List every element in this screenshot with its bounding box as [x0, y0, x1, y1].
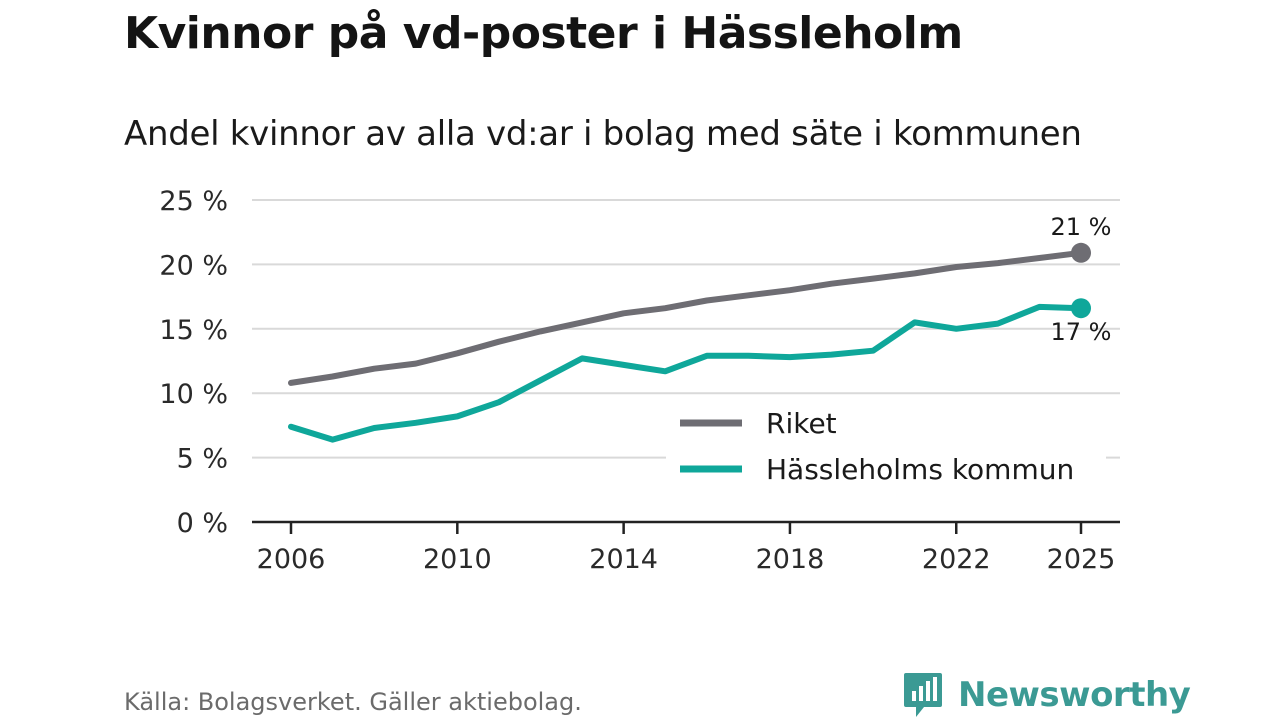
series-line	[288, 249, 1084, 386]
legend: Riket Hässleholms kommun	[666, 398, 1106, 498]
y-tick-label: 15 %	[159, 315, 228, 346]
legend-background	[666, 398, 1106, 498]
legend-label: Hässleholms kommun	[766, 453, 1074, 486]
x-tick-label: 2025	[1047, 544, 1116, 575]
source-note: Källa: Bolagsverket. Gäller aktiebolag.	[124, 688, 582, 716]
series-lines	[288, 242, 1091, 443]
chart-subtitle: Andel kvinnor av alla vd:ar i bolag med …	[124, 114, 1082, 154]
y-tick-label: 10 %	[159, 379, 228, 410]
y-axis-ticks: 0 % 5 % 10 % 15 % 20 % 25 %	[159, 186, 228, 539]
x-axis: 2006 2010 2014 2018 2022 2025	[252, 520, 1120, 575]
series-line	[288, 303, 1084, 443]
data-label: 17 %	[1051, 318, 1112, 346]
y-tick-label: 25 %	[159, 186, 228, 217]
newsworthy-logo-icon	[904, 673, 942, 717]
y-tick-label: 5 %	[177, 444, 228, 475]
data-label: 21 %	[1051, 213, 1112, 241]
chart-title: Kvinnor på vd-poster i Hässleholm	[124, 8, 963, 59]
y-tick-label: 0 %	[177, 508, 228, 539]
brand-name: Newsworthy	[958, 675, 1191, 715]
x-tick-label: 2018	[756, 544, 825, 575]
x-tick-label: 2010	[423, 544, 492, 575]
x-tick-label: 2006	[257, 544, 326, 575]
x-tick-label: 2014	[589, 544, 658, 575]
brand-logo: Newsworthy	[902, 670, 1191, 720]
x-tick-label: 2022	[922, 544, 991, 575]
series-end-marker	[1071, 298, 1091, 319]
end-labels: 21 % 17 %	[1051, 213, 1112, 346]
y-tick-label: 20 %	[159, 250, 228, 281]
legend-label: Riket	[766, 407, 837, 440]
series-end-marker	[1071, 242, 1091, 263]
